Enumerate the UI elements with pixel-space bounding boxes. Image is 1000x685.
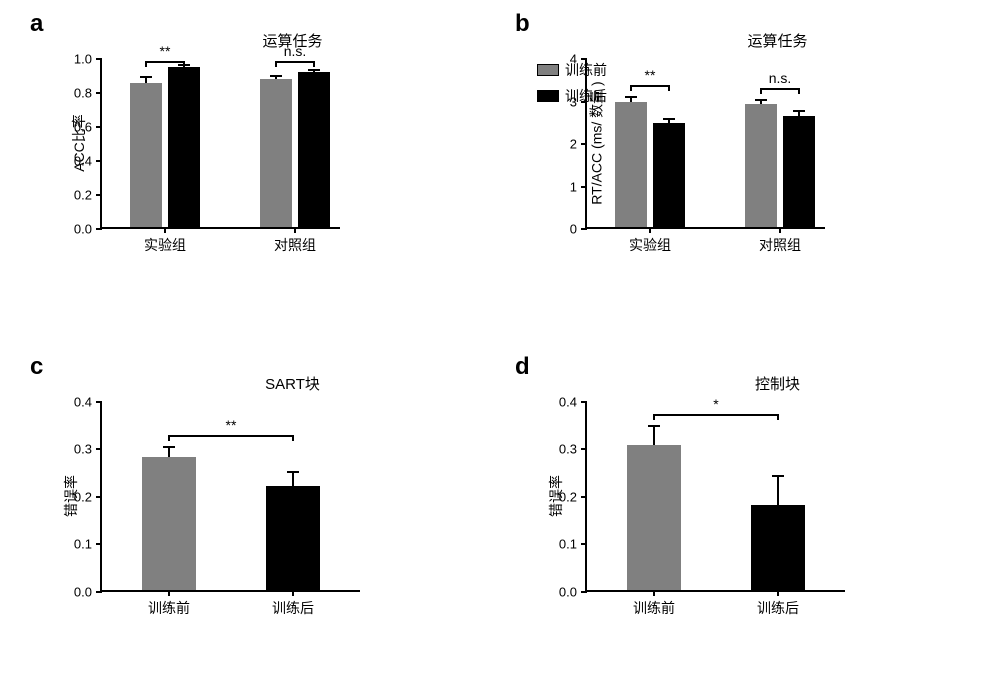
chart-title: 控制块 — [585, 373, 970, 394]
panel-c: cSART块错误率0.00.10.20.30.4训练前训练后** — [30, 363, 485, 666]
x-tick-label: 训练前 — [148, 598, 190, 618]
y-tick-label: 3 — [570, 94, 577, 109]
significance-label: ** — [160, 43, 171, 59]
bar — [615, 102, 647, 227]
y-tick-label: 0.1 — [559, 537, 577, 552]
bar — [260, 79, 292, 227]
chart-wrap: 运算任务RT/ACC (ms/ 数量 )01234实验组**对照组n.s.训练前… — [585, 30, 970, 229]
x-group-label: 实验组 — [144, 235, 186, 255]
chart-title: 运算任务 — [585, 30, 970, 51]
y-tick-label: 0.6 — [74, 120, 92, 135]
plot-area: 错误率0.00.10.20.30.4训练前训练后* — [585, 402, 845, 592]
y-tick-label: 0.2 — [74, 489, 92, 504]
x-group-label: 对照组 — [274, 235, 316, 255]
y-tick-label: 1 — [570, 179, 577, 194]
panel-label: d — [515, 353, 530, 381]
panel-label: c — [30, 353, 43, 381]
y-tick-label: 0.2 — [74, 188, 92, 203]
chart-wrap: SART块错误率0.00.10.20.30.4训练前训练后** — [100, 373, 485, 592]
y-tick-label: 0.0 — [559, 584, 577, 599]
significance-label: ** — [226, 417, 237, 433]
chart-wrap: 运算任务ACC比率0.00.20.40.60.81.0实验组**对照组n.s.训… — [100, 30, 485, 229]
bar — [653, 123, 685, 227]
bar — [298, 72, 330, 227]
x-tick-label: 训练后 — [757, 598, 799, 618]
significance-label: * — [713, 396, 718, 412]
chart-wrap: 控制块错误率0.00.10.20.30.4训练前训练后* — [585, 373, 970, 592]
panel-label: b — [515, 10, 530, 38]
y-tick-label: 1.0 — [74, 52, 92, 67]
panel-b: b运算任务RT/ACC (ms/ 数量 )01234实验组**对照组n.s.训练… — [515, 20, 970, 323]
panel-label: a — [30, 10, 43, 38]
x-tick-label: 训练后 — [272, 598, 314, 618]
y-tick-label: 0.3 — [74, 442, 92, 457]
y-tick-label: 0.0 — [74, 584, 92, 599]
significance-label: ** — [645, 67, 656, 83]
y-tick-label: 0.2 — [559, 489, 577, 504]
panel-a: a运算任务ACC比率0.00.20.40.60.81.0实验组**对照组n.s.… — [30, 20, 485, 323]
significance-label: n.s. — [769, 70, 792, 86]
y-tick-label: 0.4 — [74, 154, 92, 169]
x-group-label: 实验组 — [629, 235, 671, 255]
significance-label: n.s. — [284, 43, 307, 59]
y-tick-label: 0.0 — [74, 222, 92, 237]
panel-d: d控制块错误率0.00.10.20.30.4训练前训练后* — [515, 363, 970, 666]
bar — [266, 486, 320, 590]
x-group-label: 对照组 — [759, 235, 801, 255]
chart-title: SART块 — [100, 373, 485, 394]
y-tick-label: 0.4 — [559, 394, 577, 409]
bar — [627, 445, 681, 590]
plot-area: ACC比率0.00.20.40.60.81.0实验组**对照组n.s. — [100, 59, 340, 229]
y-tick-label: 4 — [570, 52, 577, 67]
y-tick-label: 0.8 — [74, 86, 92, 101]
bar — [751, 505, 805, 590]
y-tick-label: 0.3 — [559, 442, 577, 457]
bar — [745, 104, 777, 227]
bar — [142, 457, 196, 590]
bar — [130, 83, 162, 228]
bar — [168, 67, 200, 227]
y-tick-label: 0.4 — [74, 394, 92, 409]
bar — [783, 116, 815, 227]
figure-grid: a运算任务ACC比率0.00.20.40.60.81.0实验组**对照组n.s.… — [30, 20, 970, 665]
y-tick-label: 0.1 — [74, 537, 92, 552]
y-tick-label: 0 — [570, 222, 577, 237]
x-tick-label: 训练前 — [633, 598, 675, 618]
y-tick-label: 2 — [570, 137, 577, 152]
plot-area: 错误率0.00.10.20.30.4训练前训练后** — [100, 402, 360, 592]
y-axis-label: RT/ACC (ms/ 数量 ) — [587, 81, 607, 204]
plot-area: RT/ACC (ms/ 数量 )01234实验组**对照组n.s. — [585, 59, 825, 229]
